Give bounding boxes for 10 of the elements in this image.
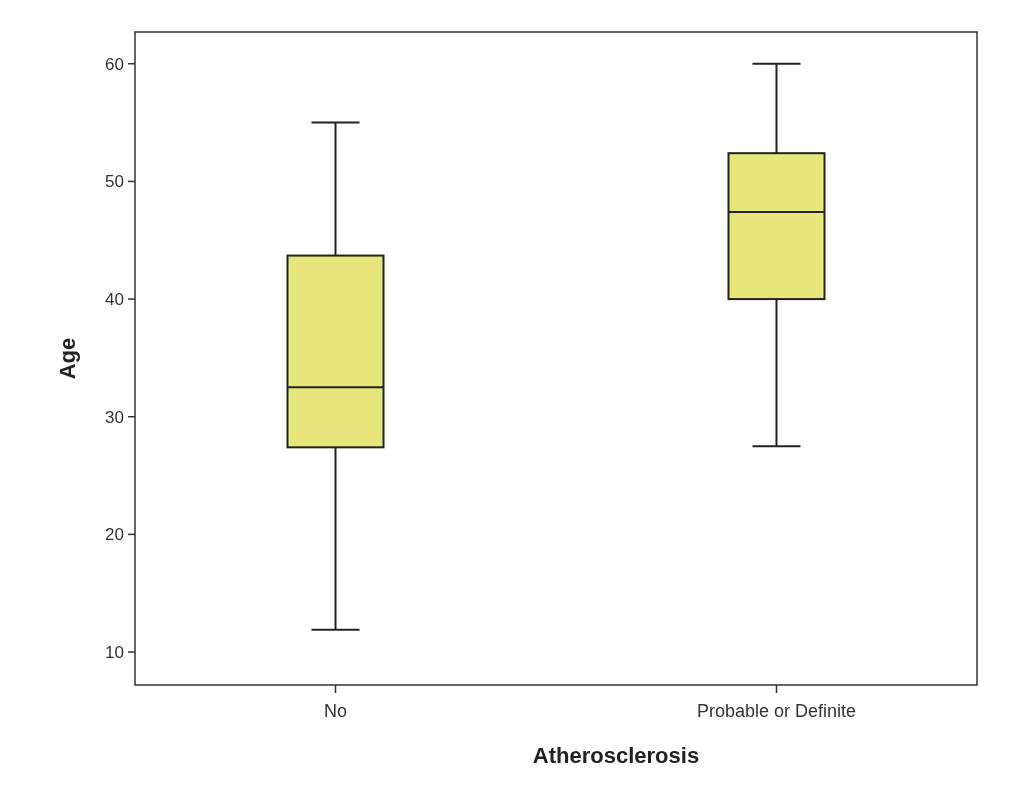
y-tick-label: 40 [105, 290, 124, 310]
x-tick-label: No [323, 701, 348, 721]
y-tick-label: 10 [105, 643, 124, 663]
y-tick-label: 30 [105, 407, 124, 427]
y-tick-label: 50 [105, 172, 124, 192]
x-axis-title: Atherosclerosis [532, 743, 700, 768]
x-tick-label: Probable or Definite [696, 701, 857, 721]
y-tick-label: 20 [105, 525, 124, 545]
y-tick-label: 60 [105, 54, 124, 74]
y-axis-title: Age [55, 337, 80, 380]
